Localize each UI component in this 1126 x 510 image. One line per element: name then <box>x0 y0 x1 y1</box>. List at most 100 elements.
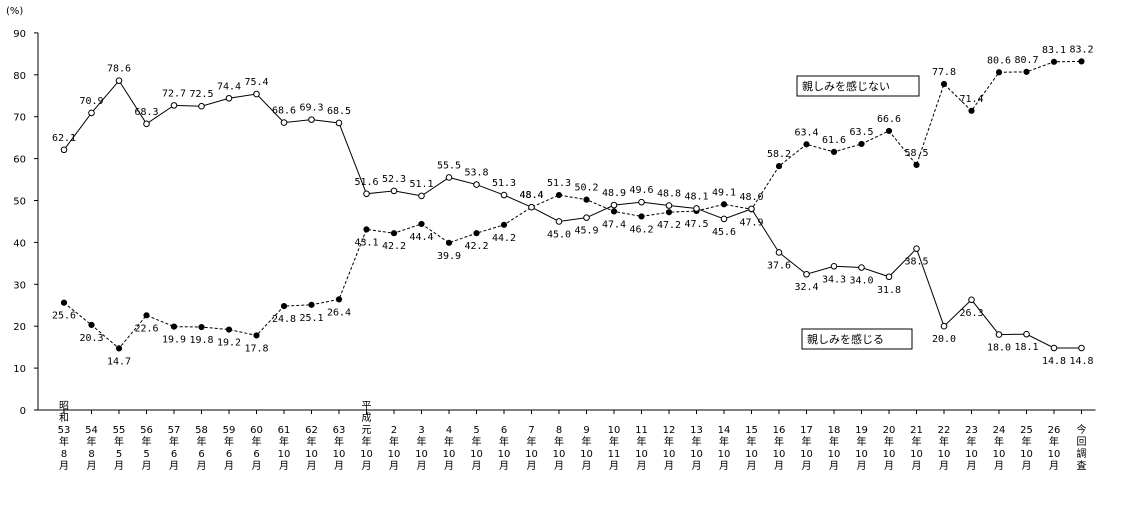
data-label-not-feel: 63.4 <box>794 127 818 138</box>
data-point-not-feel <box>308 301 315 308</box>
data-point-not-feel <box>1050 58 1058 65</box>
data-label-not-feel: 83.2 <box>1069 44 1093 55</box>
x-category-char: 10 <box>828 449 841 460</box>
x-category-char: 20 <box>883 425 896 436</box>
x-category-char: 10 <box>525 449 538 460</box>
x-category-char: 10 <box>278 449 291 460</box>
x-category-char: 7 <box>528 425 534 436</box>
data-label-not-feel: 47.4 <box>602 219 626 230</box>
x-category-char: 63 <box>333 425 346 436</box>
data-label-feel: 38.5 <box>904 257 928 268</box>
x-category-char: 年 <box>719 435 729 448</box>
data-point-feel <box>665 202 673 209</box>
x-category-char: 19 <box>855 425 868 436</box>
x-category-char: 年 <box>279 435 289 448</box>
x-category-char: 59 <box>223 425 236 436</box>
data-point-not-feel <box>885 127 893 135</box>
x-category-char: 10 <box>773 449 786 460</box>
data-label-feel: 48.4 <box>519 190 543 201</box>
x-category-char: 10 <box>690 449 703 460</box>
x-category-char: 55 <box>113 425 126 436</box>
data-label-feel: 52.3 <box>382 174 406 185</box>
x-category-char: 54 <box>85 425 98 436</box>
data-label-not-feel: 49.1 <box>712 187 736 198</box>
data-point-feel <box>335 119 343 127</box>
data-point-feel <box>720 215 728 223</box>
data-label-not-feel: 20.3 <box>79 333 103 344</box>
x-category-char: 年 <box>554 435 564 448</box>
x-category-char: 10 <box>993 449 1006 460</box>
data-label-feel: 31.8 <box>877 285 901 296</box>
data-label-feel: 69.3 <box>299 103 323 114</box>
x-category-char: 14 <box>718 425 731 436</box>
x-category-char: 5 <box>473 425 479 436</box>
x-category-char: 10 <box>498 449 511 460</box>
x-category-char: 5 <box>143 449 149 460</box>
x-category-char: 月 <box>527 460 537 472</box>
x-category-char: 10 <box>910 449 923 460</box>
data-label-not-feel: 63.5 <box>849 127 873 138</box>
data-point-not-feel <box>225 326 233 333</box>
data-label-feel: 72.5 <box>189 89 213 100</box>
x-category-char: 10 <box>718 449 731 460</box>
x-category-char: 年 <box>692 435 702 448</box>
data-point-not-feel <box>500 221 508 228</box>
x-axis-labels: 昭和53年8月54年8月55年5月56年5月57年6月58年6月59年6月60年… <box>58 400 1087 472</box>
x-category-char: 月 <box>609 460 619 472</box>
data-label-feel: 70.9 <box>79 96 103 107</box>
x-category-char: 年 <box>389 435 399 448</box>
x-category-char: 60 <box>250 425 263 436</box>
data-point-feel <box>170 102 178 109</box>
x-category-char: 16 <box>773 425 786 436</box>
x-category-char: 月 <box>554 460 564 472</box>
x-category-char: 10 <box>745 449 758 460</box>
data-label-not-feel: 39.9 <box>437 251 461 262</box>
data-label-not-feel: 43.1 <box>354 237 378 248</box>
data-point-feel <box>143 120 150 128</box>
x-category-char: 4 <box>446 425 452 436</box>
x-category-char: 月 <box>472 460 482 472</box>
data-label-not-feel: 46.2 <box>629 224 653 235</box>
x-category-char: 10 <box>470 449 483 460</box>
data-point-not-feel <box>968 107 975 114</box>
x-category-char: 月 <box>197 460 207 472</box>
data-label-feel: 48.8 <box>657 189 681 200</box>
x-category-char: 月 <box>884 460 894 472</box>
x-category-char: 6 <box>253 449 259 460</box>
x-category-char: 年 <box>1049 435 1059 448</box>
x-category-char: 月 <box>279 460 289 472</box>
data-point-feel <box>555 218 563 225</box>
x-category-char: 24 <box>993 425 1006 436</box>
x-category-char: 10 <box>883 449 896 460</box>
data-label-not-feel: 26.4 <box>327 307 351 318</box>
data-label-not-feel: 80.6 <box>987 55 1011 66</box>
y-tick-label: 10 <box>13 364 26 375</box>
x-category-char: 今 <box>1077 423 1087 436</box>
data-label-not-feel: 17.8 <box>244 343 268 354</box>
x-category-char: 62 <box>305 425 318 436</box>
x-category-char: 12 <box>663 425 676 436</box>
x-category-char: 年 <box>774 435 784 448</box>
x-category-char: 53 <box>58 425 71 436</box>
x-category-char: 6 <box>171 449 177 460</box>
x-category-char: 年 <box>939 435 949 448</box>
data-label-feel: 14.8 <box>1069 356 1093 367</box>
x-category-char: 元 <box>362 425 372 436</box>
data-label-not-feel: 25.1 <box>299 313 323 324</box>
data-label-not-feel: 80.7 <box>1014 55 1038 66</box>
x-category-char: 年 <box>87 435 97 448</box>
x-category-char: 月 <box>307 460 317 472</box>
x-category-char: 年 <box>417 435 427 448</box>
legend-label-feel: 親しみを感じる <box>807 333 884 346</box>
data-labels: 25.6 62.1 20.3 70.9 14.7 78.6 22.6 68.3 19.9 72.7… <box>52 44 1094 367</box>
x-category-char: 年 <box>114 435 124 448</box>
x-category-char: 年 <box>334 435 344 448</box>
